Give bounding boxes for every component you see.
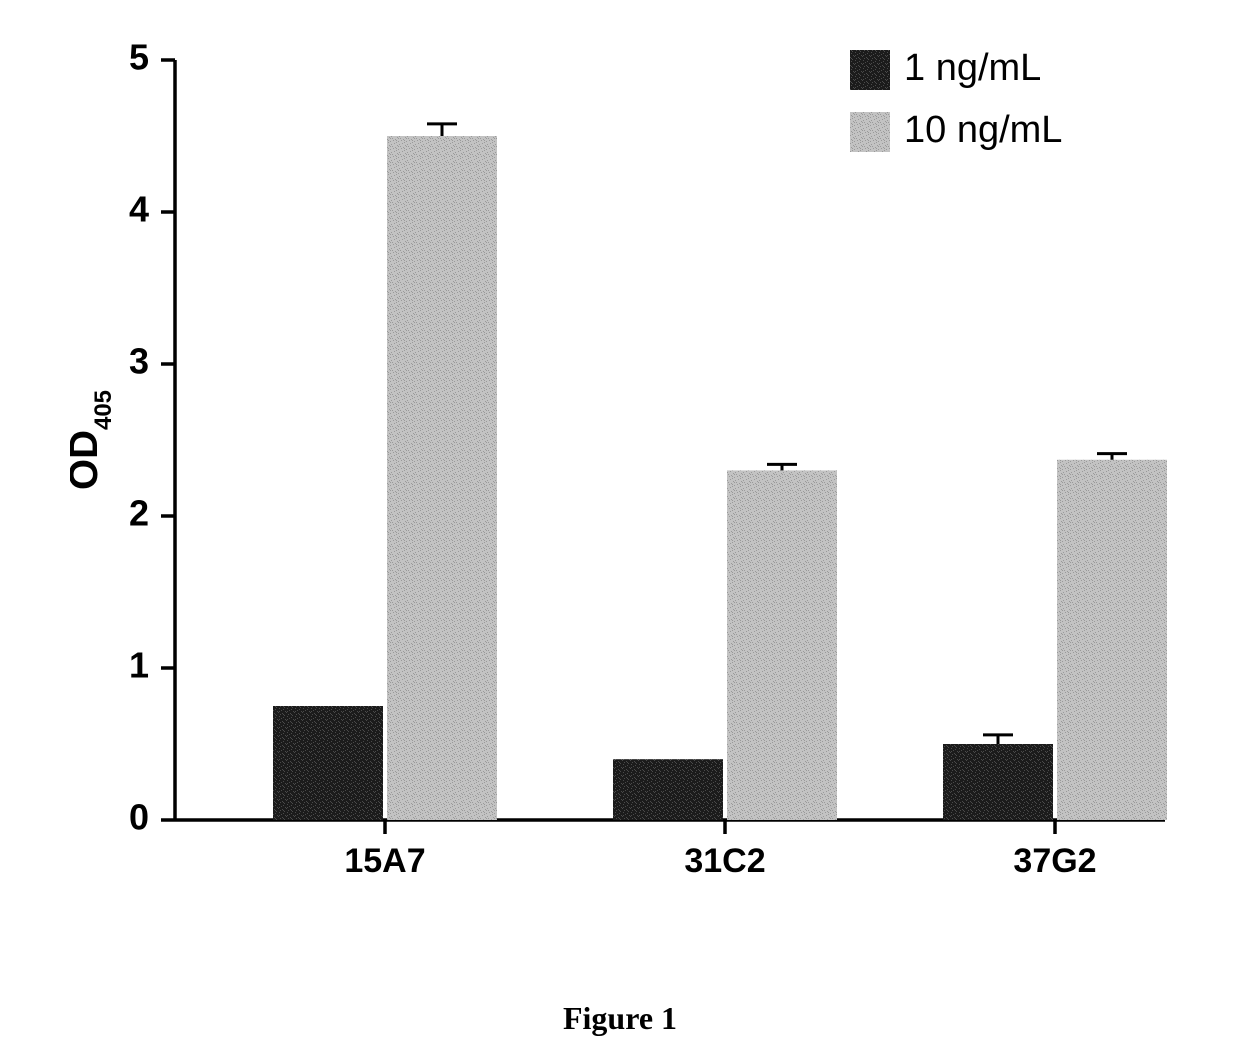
svg-text:5: 5 (129, 37, 149, 78)
svg-text:37G2: 37G2 (1013, 842, 1096, 880)
svg-text:15A7: 15A7 (344, 842, 425, 880)
svg-text:10 ng/mL: 10 ng/mL (904, 109, 1062, 151)
svg-text:1 ng/mL: 1 ng/mL (904, 47, 1041, 89)
bar-chart: 0 1 2 3 4 5 OD405 15A7 31C2 37G2 1 ng/mL 10 ng/mL (70, 20, 1200, 890)
chart-figure: 0 1 2 3 4 5 OD405 15A7 31C2 37G2 1 ng/mL 10 ng/mL (70, 20, 1200, 890)
figure-caption: Figure 1 (0, 1000, 1240, 1037)
svg-text:1: 1 (129, 645, 149, 686)
svg-text:31C2: 31C2 (684, 842, 765, 880)
svg-text:2: 2 (129, 493, 149, 534)
svg-text:0: 0 (129, 797, 149, 838)
svg-text:4: 4 (129, 189, 149, 230)
svg-text:OD405: OD405 (70, 390, 117, 490)
svg-text:3: 3 (129, 341, 149, 382)
